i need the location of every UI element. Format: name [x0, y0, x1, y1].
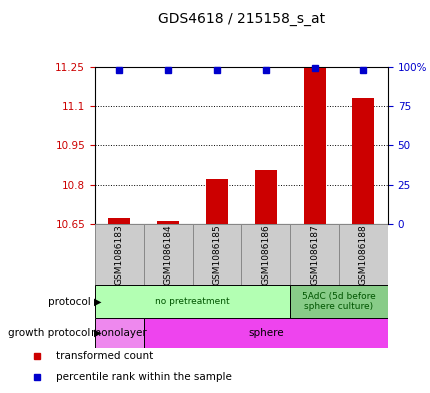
Bar: [95, 224, 143, 285]
Bar: [289, 224, 338, 285]
Text: percentile rank within the sample: percentile rank within the sample: [56, 372, 232, 382]
Bar: [192, 224, 241, 285]
Text: ▶: ▶: [94, 297, 101, 307]
Bar: [241, 224, 289, 285]
Text: GSM1086186: GSM1086186: [261, 224, 270, 285]
Bar: [157, 221, 179, 224]
Text: 5AdC (5d before
sphere culture): 5AdC (5d before sphere culture): [301, 292, 375, 311]
Text: GDS4618 / 215158_s_at: GDS4618 / 215158_s_at: [157, 11, 324, 26]
Bar: [303, 68, 325, 224]
Text: GSM1086183: GSM1086183: [114, 224, 123, 285]
Bar: [95, 318, 143, 348]
Bar: [143, 318, 387, 348]
Text: ▶: ▶: [94, 328, 101, 338]
Text: protocol: protocol: [48, 297, 90, 307]
Text: sphere: sphere: [247, 328, 283, 338]
Bar: [289, 285, 387, 318]
Bar: [143, 224, 192, 285]
Bar: [352, 98, 374, 224]
Bar: [95, 285, 289, 318]
Text: no pretreatment: no pretreatment: [155, 297, 229, 306]
Text: transformed count: transformed count: [56, 351, 154, 361]
Bar: [254, 169, 276, 224]
Bar: [206, 179, 227, 224]
Text: GSM1086185: GSM1086185: [212, 224, 221, 285]
Text: GSM1086184: GSM1086184: [163, 224, 172, 285]
Text: growth protocol: growth protocol: [8, 328, 90, 338]
Text: GSM1086187: GSM1086187: [310, 224, 318, 285]
Bar: [338, 224, 387, 285]
Text: GSM1086188: GSM1086188: [358, 224, 367, 285]
Text: monolayer: monolayer: [91, 328, 147, 338]
Bar: [108, 218, 130, 224]
